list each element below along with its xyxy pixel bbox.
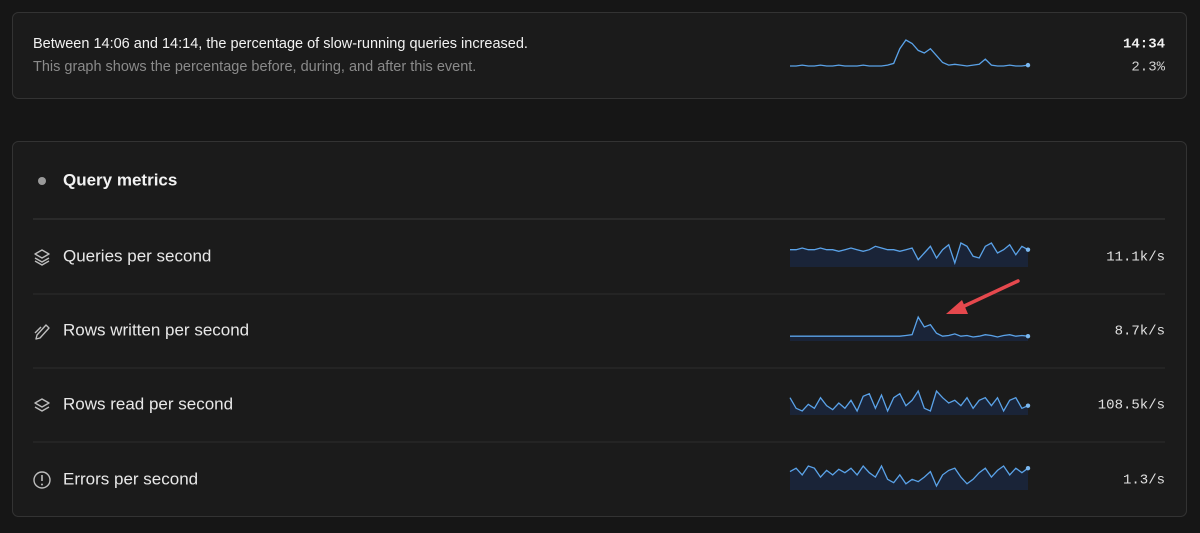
panel-title: Query metrics [63, 170, 177, 189]
sparkline-end [1025, 62, 1031, 68]
event-card [12, 12, 1187, 99]
sparkline [790, 315, 1029, 338]
sparkline-end [1025, 247, 1031, 252]
metric-value: 11.1k/s [1106, 250, 1165, 266]
sparkline [790, 242, 1029, 266]
sparkline [789, 389, 1029, 413]
metric-value: 8.7k/s [1115, 324, 1165, 340]
metric-value: 108.5k/s [1098, 398, 1165, 414]
metric-label: Errors per second [63, 469, 198, 488]
metrics-panel [12, 141, 1187, 517]
metric-label: Queries per second [63, 246, 211, 265]
sparklines [789, 39, 1031, 490]
status-dot [38, 177, 46, 185]
metric-label: Rows written per second [63, 320, 249, 339]
sparkline-end [1025, 334, 1031, 339]
metric-label: Rows read per second [63, 394, 233, 413]
event-time: 14:34 [1123, 37, 1165, 53]
sparkline-end [1025, 403, 1031, 408]
sparkline-end [1025, 466, 1031, 471]
icon-layers [34, 249, 50, 266]
sparkline [790, 39, 1029, 67]
annotation-arrow [946, 279, 1020, 314]
event-headline: Between 14:06 and 14:14, the percentage … [33, 36, 528, 52]
icon-read [34, 398, 50, 412]
icon-error [33, 471, 51, 489]
event-description: This graph shows the percentage before, … [33, 59, 476, 75]
sparkline-area [790, 466, 1028, 490]
sparkline-area [790, 317, 1028, 341]
sparkline [789, 464, 1029, 488]
event-value: 2.3% [1131, 60, 1165, 76]
icon-write [34, 324, 50, 340]
metric-value: 1.3/s [1123, 473, 1165, 489]
